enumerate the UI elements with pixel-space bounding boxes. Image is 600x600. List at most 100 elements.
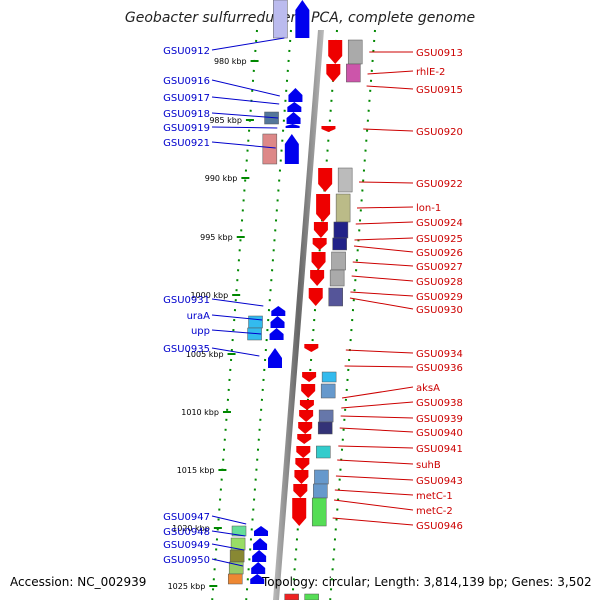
gene-label-gsu0919[interactable]: GSU0919 [163, 123, 210, 134]
gene-label-gsu0947[interactable]: GSU0947 [163, 512, 210, 523]
gene-leader-line [345, 349, 414, 354]
reverse-gene-arrow [295, 458, 310, 470]
gene-label-gsu0927[interactable]: GSU0927 [416, 262, 463, 273]
gene-label-gsu0918[interactable]: GSU0918 [163, 109, 210, 120]
reverse-gene-block [346, 63, 361, 83]
reverse-gene-block [313, 483, 328, 499]
gene-label-gsu0943[interactable]: GSU0943 [416, 476, 463, 487]
gene-label-rhle-2[interactable]: rhlE-2 [416, 67, 445, 78]
gene-label-gsu0916[interactable]: GSU0916 [163, 76, 210, 87]
gene-label-gsu0913[interactable]: GSU0913 [416, 48, 463, 59]
gene-label-gsu0925[interactable]: GSU0925 [416, 234, 463, 245]
reverse-gene-block [284, 593, 299, 600]
reverse-gene-arrow [310, 270, 325, 286]
gene-leader-line [211, 126, 278, 129]
gene-label-gsu0926[interactable]: GSU0926 [416, 248, 463, 259]
gene-label-gsu0924[interactable]: GSU0924 [416, 218, 463, 229]
left-gene-labels: GSU0912 GSU0916 GSU0917 GSU0918 GSU0919 GSU09… [163, 37, 285, 567]
gene-leader-line [211, 530, 246, 537]
gene-label-lon-1[interactable]: lon-1 [416, 203, 441, 214]
scale-tick-label: 980 kbp [214, 57, 247, 66]
gene-label-gsu0950[interactable]: GSU0950 [163, 555, 210, 566]
gene-label-gsu0912[interactable]: GSU0912 [163, 46, 210, 57]
gene-label-gsu0940[interactable]: GSU0940 [416, 428, 463, 439]
gene-leader-line [363, 128, 414, 132]
forward-gene-arrow [286, 112, 301, 124]
gene-label-gsu0934[interactable]: GSU0934 [416, 349, 463, 360]
scale-tick-label: 1020 kbp [172, 524, 210, 533]
forward-gene-arrow [251, 562, 266, 574]
reverse-gene-arrow [313, 222, 328, 238]
gene-label-gsu0928[interactable]: GSU0928 [416, 277, 463, 288]
scale-tick-label: 1015 kbp [177, 466, 215, 475]
reverse-gene-block [317, 421, 333, 435]
reverse-gene-block [333, 221, 349, 239]
gene-label-gsu0948[interactable]: GSU0948 [163, 527, 210, 538]
gene-label-gsu0915[interactable]: GSU0915 [416, 85, 463, 96]
reverse-gene-block [316, 445, 331, 459]
reverse-gene-arrow [328, 40, 343, 64]
gene-label-aksa[interactable]: aksA [416, 383, 440, 394]
gene-label-gsu0941[interactable]: GSU0941 [416, 444, 463, 455]
reverse-gene-arrow [326, 64, 341, 82]
gene-label-gsu0929[interactable]: GSU0929 [416, 292, 463, 303]
gene-leader-line [357, 206, 414, 209]
gene-leader-line [211, 329, 262, 335]
gene-leader-line [350, 291, 414, 297]
gene-leader-line [211, 515, 247, 525]
gene-leader-line [344, 365, 414, 368]
gene-leader-line [352, 261, 414, 267]
scale-tick-label: 985 kbp [209, 116, 242, 125]
gene-label-gsu0946[interactable]: GSU0946 [416, 521, 463, 532]
gene-leader-line [353, 245, 414, 253]
gene-label-gsu0949[interactable]: GSU0949 [163, 540, 210, 551]
reverse-gene-arrow [297, 434, 312, 444]
gene-label-gsu0922[interactable]: GSU0922 [416, 179, 463, 190]
reverse-gene-arrow [301, 384, 316, 398]
gene-leader-line [211, 96, 280, 105]
dotted-line-outer-right [329, 29, 376, 600]
gene-label-upp[interactable]: upp [191, 326, 210, 337]
gene-leader-line [211, 37, 285, 51]
reverse-gene-arrow [296, 446, 311, 458]
gene-leader-line [332, 517, 414, 526]
reverse-gene-arrow [294, 470, 309, 484]
gene-label-gsu0938[interactable]: GSU0938 [416, 398, 463, 409]
reverse-strand-features [284, 39, 363, 600]
gene-label-gsu0917[interactable]: GSU0917 [163, 93, 210, 104]
gene-label-gsu0920[interactable]: GSU0920 [416, 127, 463, 138]
gene-label-suhb[interactable]: suhB [416, 460, 441, 471]
reverse-gene-block [311, 497, 327, 527]
scale-tick-label: 1025 kbp [168, 582, 206, 591]
forward-gene-block [262, 133, 278, 165]
forward-gene-block [247, 327, 262, 341]
gene-leader-line [351, 275, 414, 282]
gene-leader-line [355, 221, 414, 225]
reverse-gene-arrow [308, 288, 323, 306]
gene-label-gsu0935[interactable]: GSU0935 [163, 344, 210, 355]
gene-label-gsu0930[interactable]: GSU0930 [416, 305, 463, 316]
gene-label-gsu0921[interactable]: GSU0921 [163, 138, 210, 149]
topology-text: Topology: circular; Length: 3,814,139 bp… [262, 575, 592, 589]
reverse-gene-block [304, 593, 319, 600]
gene-leader-line [341, 386, 414, 399]
gene-label-uraa[interactable]: uraA [187, 311, 211, 322]
gene-label-metc-2[interactable]: metC-2 [416, 506, 453, 517]
gene-leader-line [333, 499, 414, 511]
gene-label-metc-1[interactable]: metC-1 [416, 491, 453, 502]
gene-label-gsu0931[interactable]: GSU0931 [163, 295, 210, 306]
scale-tick-label: 1005 kbp [186, 350, 224, 359]
gene-label-gsu0939[interactable]: GSU0939 [416, 414, 463, 425]
reverse-gene-arrow [299, 410, 314, 422]
forward-gene-arrow [254, 526, 269, 536]
gene-leader-line [339, 427, 414, 433]
reverse-gene-arrow [316, 194, 331, 222]
reverse-gene-arrow [293, 484, 308, 498]
forward-gene-arrow [253, 538, 268, 550]
gene-label-gsu0936[interactable]: GSU0936 [416, 363, 463, 374]
forward-gene-arrow [271, 306, 286, 316]
gene-leader-line [338, 445, 414, 449]
forward-gene-arrow [250, 574, 265, 584]
accession-text: Accession: NC_002939 [10, 575, 147, 589]
gene-leader-line [211, 112, 279, 119]
